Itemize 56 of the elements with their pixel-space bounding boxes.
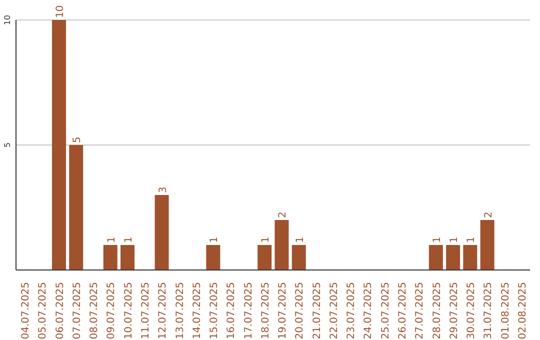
x-tick-label: 12.07.2025 (158, 282, 169, 340)
x-tick-label: 14.07.2025 (192, 282, 203, 340)
data-label: 1 (449, 236, 460, 243)
bar (428, 245, 443, 270)
x-tick-label: 28.07.2025 (432, 282, 443, 340)
x-tick-label: 26.07.2025 (398, 282, 408, 340)
x-tick-label: 16.07.2025 (226, 282, 238, 340)
x-tick-label: 20.07.2025 (294, 282, 306, 340)
x-tick-label: 21.07.2025 (312, 282, 323, 340)
bar (69, 145, 84, 270)
bar (446, 245, 460, 270)
data-label: 10 (54, 5, 66, 18)
x-tick-label: 04.07.2025 (20, 282, 32, 340)
data-label: 1 (209, 236, 220, 243)
bar (120, 245, 135, 270)
data-label: 1 (260, 236, 272, 243)
data-label: 3 (158, 186, 169, 193)
x-tick-label: 06.07.2025 (54, 282, 66, 340)
x-tick-label: 13.07.2025 (174, 282, 186, 340)
bar (154, 195, 169, 270)
data-label: 2 (278, 212, 289, 218)
data-label: 1 (294, 236, 306, 243)
bar (258, 245, 272, 270)
data-label: 5 (72, 136, 84, 143)
x-tick-label: 10.07.2025 (123, 282, 134, 340)
bar (274, 220, 289, 270)
x-tick-label: 07.07.2025 (72, 282, 83, 340)
x-tick-label: 30.07.2025 (466, 282, 478, 340)
x-tick-label: 08.07.2025 (89, 282, 100, 340)
x-tick-label: 31.07.2025 (483, 282, 494, 340)
bar (103, 245, 118, 270)
x-tick-label: 11.07.2025 (140, 282, 152, 340)
x-tick-label: 02.08.2025 (517, 282, 528, 340)
data-label: 1 (124, 236, 135, 243)
data-label: 1 (106, 236, 118, 243)
x-tick-label: 17.07.2025 (243, 282, 254, 340)
x-tick-label: 22.07.2025 (328, 282, 340, 340)
bar (292, 245, 306, 270)
bar (52, 20, 66, 270)
bar (480, 220, 494, 270)
x-tick-label: 24.07.2025 (363, 282, 374, 340)
x-tick-label: 05.07.2025 (38, 282, 49, 340)
x-tick-label: 25.07.2025 (380, 282, 392, 340)
x-tick-label: 18.07.2025 (260, 282, 272, 340)
x-tick-label: 29.07.2025 (448, 282, 460, 340)
x-tick-label: 01.08.2025 (500, 282, 512, 340)
x-tick-label: 19.07.2025 (278, 282, 289, 340)
x-tick-label: 23.07.2025 (346, 282, 358, 340)
bar (463, 245, 478, 270)
x-tick-label: 27.07.2025 (414, 282, 426, 340)
x-tick-label: 09.07.2025 (106, 282, 118, 340)
data-label: 1 (466, 236, 478, 243)
bar (206, 245, 220, 270)
data-label: 1 (432, 236, 443, 243)
data-label: 2 (483, 212, 494, 218)
x-tick-label: 15.07.2025 (209, 282, 220, 340)
